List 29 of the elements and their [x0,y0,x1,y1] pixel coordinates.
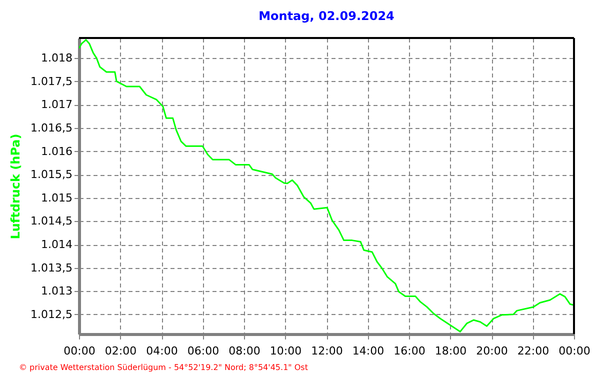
y-tick-label: 1.015,5 [30,168,72,182]
y-tick-label: 1.012,5 [30,308,72,321]
y-axis-title: Luftdruck (hPa) [8,134,23,240]
x-tick-label: 14:00 [352,344,384,358]
y-tick-label: 1.016,5 [30,121,72,134]
x-tick-label: 00:00 [558,344,590,358]
x-tick-label: 10:00 [270,344,302,358]
y-tick-label: 1.013 [41,284,72,298]
x-tick-label: 18:00 [434,344,467,358]
y-tick-label: 1.015 [41,191,72,204]
y-tick-label: 1.013,5 [30,261,72,274]
line-series [79,39,574,332]
x-tick-label: 22:00 [517,344,550,358]
x-tick-label: 04:00 [146,344,178,358]
y-tick-label: 1.018 [41,52,72,65]
x-tick-label: 06:00 [187,344,220,358]
y-tick-label: 1.014,5 [30,214,72,228]
x-tick-label: 08:00 [228,344,260,358]
y-tick-label: 1.016 [41,144,72,158]
y-tick-label: 1.017 [41,98,72,112]
text: © private Wetterstation Süderlügum - 54°52'19.2" Nord; 8°54'45.1" Ost [19,363,308,372]
x-tick-label: 12:00 [311,344,343,358]
x-tick-label: 02:00 [104,344,137,358]
chart-title: Montag, 02.09.2024 [258,9,394,23]
x-tick-label: 00:00 [64,344,96,358]
y-tick-label: 1.014 [41,238,72,251]
x-tick-label: 16:00 [394,344,426,358]
y-tick-label: 1.017,5 [30,74,72,88]
x-tick-label: 20:00 [476,344,508,358]
